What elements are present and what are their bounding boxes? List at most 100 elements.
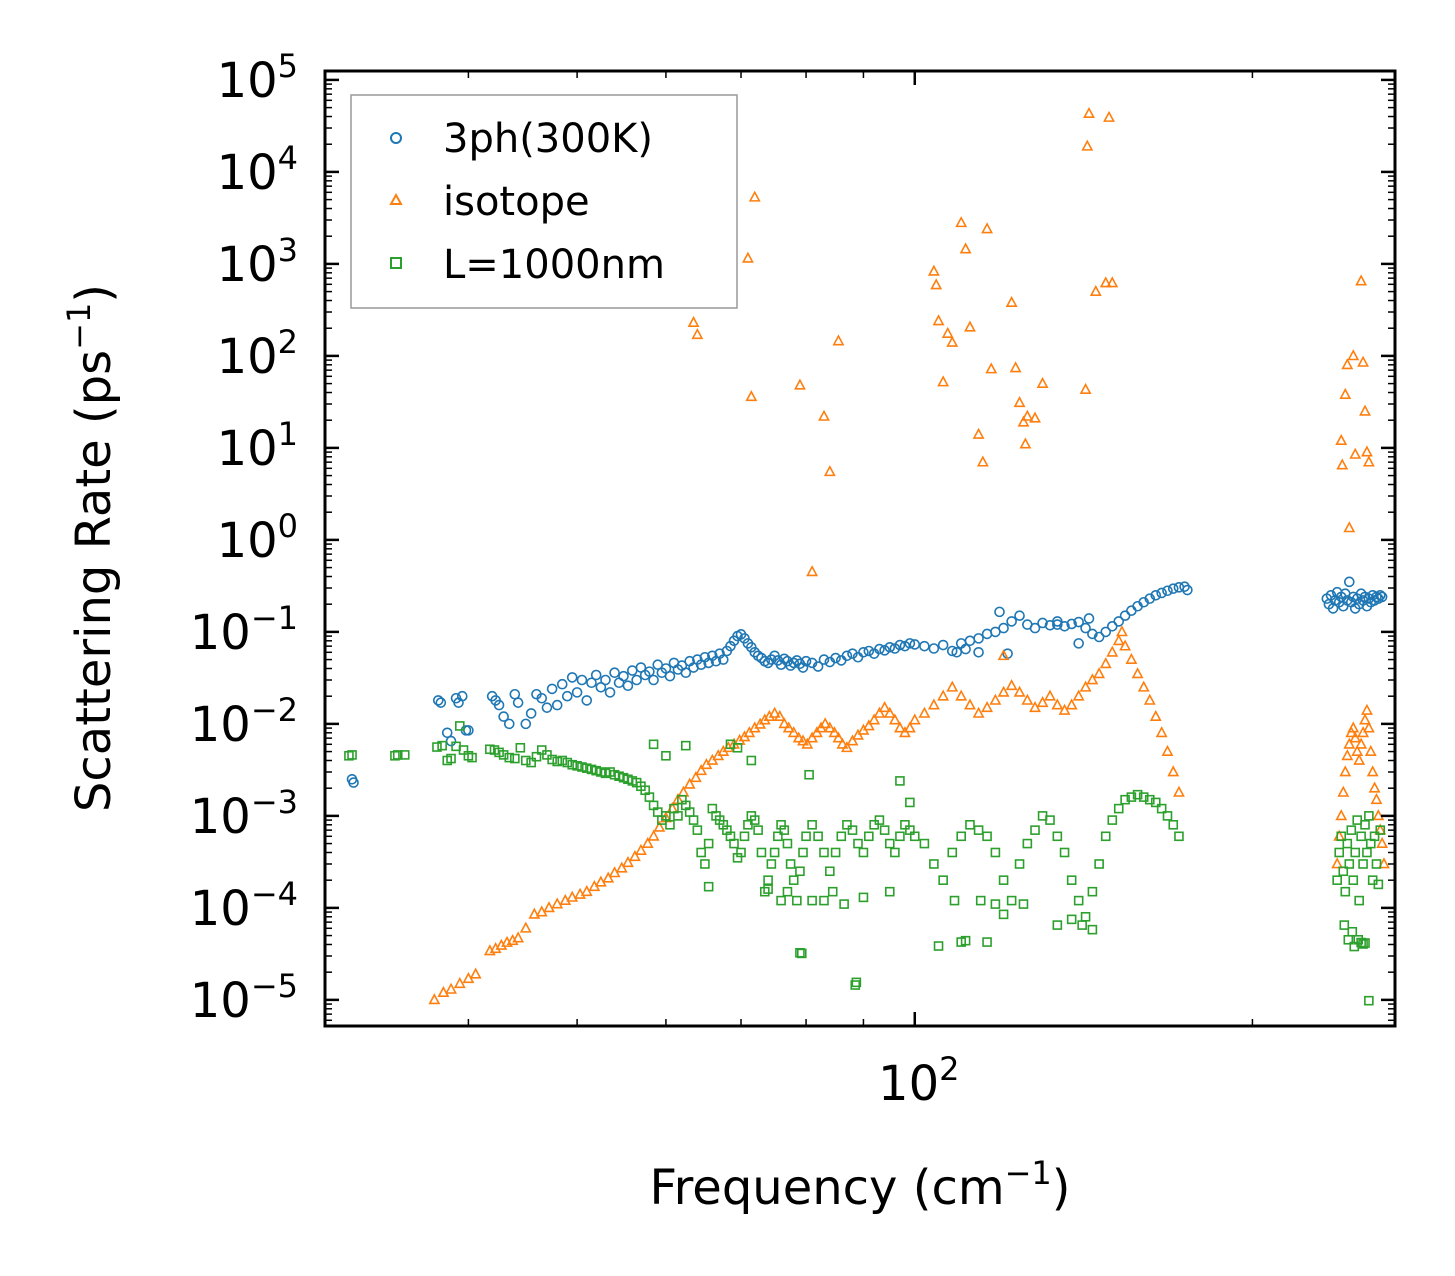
legend-label-boundary: L=1000nm	[443, 242, 665, 288]
data-point	[904, 638, 916, 649]
data-point	[812, 661, 824, 672]
legend-label-3ph: 3ph(300K)	[443, 116, 653, 162]
data-point	[467, 752, 477, 763]
data-point	[951, 646, 963, 658]
data-point	[1014, 610, 1025, 621]
legend-marker-isotope	[389, 192, 403, 205]
data-point	[947, 847, 958, 858]
data-point	[1013, 395, 1026, 408]
data-point	[1376, 591, 1388, 603]
data-point	[1005, 295, 1018, 307]
data-point	[664, 670, 676, 682]
data-point	[613, 677, 625, 689]
data-point	[566, 672, 578, 683]
data-point	[941, 326, 954, 338]
data-point	[905, 797, 915, 808]
data-point	[390, 750, 400, 761]
data-point	[536, 745, 547, 755]
data-point	[1005, 679, 1018, 691]
y-tick-label: 101	[217, 415, 298, 477]
data-point	[1066, 618, 1077, 630]
data-point	[1355, 737, 1368, 749]
data-point	[647, 829, 660, 841]
data-point	[769, 847, 780, 858]
data-point	[819, 717, 832, 729]
data-point	[641, 836, 654, 848]
data-point	[551, 897, 564, 909]
data-point	[437, 740, 447, 751]
data-point	[879, 645, 890, 656]
data-point	[823, 465, 836, 477]
data-point	[1120, 794, 1130, 805]
data-point	[628, 850, 641, 862]
data-point	[1339, 765, 1352, 777]
data-point	[773, 709, 786, 722]
data-point	[1083, 613, 1095, 624]
data-point	[602, 871, 615, 883]
data-point	[946, 645, 958, 657]
data-point	[946, 335, 959, 347]
data-point	[1099, 276, 1112, 288]
data-point	[768, 706, 781, 718]
data-point	[1030, 825, 1040, 835]
data-point	[919, 640, 930, 652]
data-point	[428, 993, 441, 1005]
data-point	[510, 753, 520, 764]
data-point	[753, 825, 763, 835]
data-point	[1066, 875, 1077, 885]
data-point	[1052, 920, 1063, 930]
data-point	[937, 639, 949, 651]
data-point	[739, 831, 750, 842]
data-point	[1144, 593, 1156, 604]
data-point	[1349, 731, 1362, 743]
data-point	[1364, 744, 1377, 756]
data-point	[797, 662, 809, 673]
data-point	[960, 643, 971, 655]
data-point	[989, 693, 1002, 705]
data-point	[1156, 803, 1167, 814]
data-point	[689, 771, 702, 783]
data-point	[776, 895, 786, 906]
legend-label-isotope: isotope	[443, 179, 590, 225]
tick-labels: 10−5 10−4 10−3 10−2 10−1 100 101 102 103 104 105 10…	[190, 47, 960, 1112]
data-point	[909, 639, 921, 650]
data-point	[435, 697, 447, 708]
data-point	[1155, 726, 1168, 738]
data-point	[456, 690, 468, 702]
data-point	[1113, 616, 1125, 627]
data-point	[455, 721, 465, 731]
data-point	[813, 831, 823, 842]
data-point	[895, 831, 905, 842]
data-point	[1368, 781, 1381, 793]
data-point	[469, 967, 482, 979]
data-point	[1344, 859, 1355, 869]
data-point	[801, 831, 811, 842]
data-point	[572, 761, 582, 771]
data-point	[515, 742, 526, 753]
data-point	[526, 757, 536, 768]
legend-frame	[350, 94, 738, 309]
data-point	[894, 639, 906, 651]
data-point	[441, 727, 453, 739]
data-point	[1182, 584, 1193, 596]
data-point	[782, 838, 793, 849]
data-point	[1094, 859, 1104, 869]
data-point	[745, 390, 758, 402]
data-point	[1167, 765, 1180, 777]
data-point	[836, 831, 847, 842]
data-point	[1343, 737, 1356, 749]
data-point	[503, 718, 515, 730]
data-point	[1343, 576, 1355, 588]
data-point	[1013, 685, 1026, 697]
data-point	[556, 678, 568, 690]
data-point	[847, 825, 858, 835]
data-point	[858, 646, 869, 658]
data-point	[604, 687, 616, 698]
data-point	[1073, 895, 1084, 906]
data-point	[981, 222, 994, 234]
data-point	[973, 633, 984, 644]
data-point	[847, 648, 858, 659]
data-point	[832, 731, 845, 743]
data-point	[609, 667, 620, 679]
data-point	[1376, 836, 1389, 848]
